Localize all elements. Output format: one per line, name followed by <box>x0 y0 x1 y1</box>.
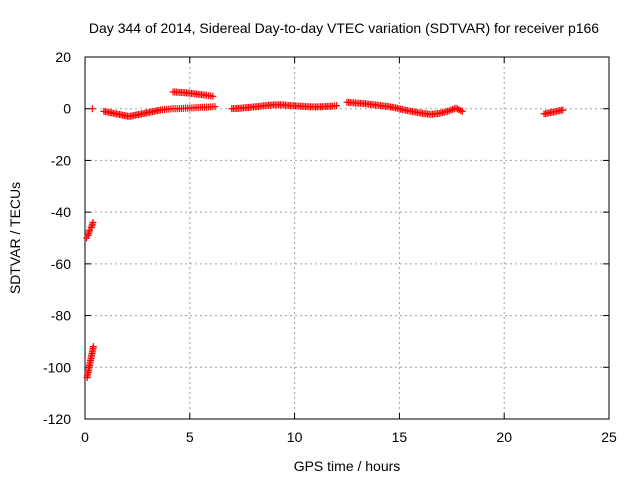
x-tick-label: 25 <box>601 429 617 445</box>
x-axis-label: GPS time / hours <box>294 458 401 474</box>
x-tick-label: 15 <box>392 429 408 445</box>
x-tick-label: 0 <box>81 429 89 445</box>
data-point-fill <box>445 107 453 115</box>
chart-title: Day 344 of 2014, Sidereal Day-to-day VTE… <box>89 20 599 36</box>
data-point <box>458 107 466 115</box>
data-point <box>209 92 217 100</box>
data-point <box>89 343 97 351</box>
data-point <box>89 218 97 226</box>
data-point <box>559 106 567 114</box>
ticks <box>84 56 610 420</box>
y-tick-label: -120 <box>43 411 71 427</box>
y-tick-label: -40 <box>51 204 71 220</box>
y-tick-label: -80 <box>51 308 71 324</box>
y-tick-label: 20 <box>55 49 71 65</box>
data-point <box>211 103 219 111</box>
x-tick-labels: 0 5 10 15 20 25 <box>81 429 617 445</box>
x-tick-label: 20 <box>496 429 512 445</box>
y-tick-labels: -120 -100 -80 -60 -40 -20 0 20 <box>43 49 71 427</box>
y-tick-label: 0 <box>63 101 71 117</box>
y-tick-label: -100 <box>43 359 71 375</box>
y-axis-label: SDTVAR / TECUs <box>7 182 23 294</box>
data-point-fill <box>447 106 455 114</box>
y-tick-label: -20 <box>51 152 71 168</box>
data-point <box>333 102 341 110</box>
data-point-fill <box>454 105 462 113</box>
x-tick-label: 5 <box>186 429 194 445</box>
data-point-fill <box>455 106 463 114</box>
grid <box>85 57 609 419</box>
x-tick-label: 10 <box>287 429 303 445</box>
data-point <box>88 105 96 113</box>
data-point-fill <box>457 107 465 115</box>
data-point <box>452 104 460 112</box>
data-points <box>83 88 567 382</box>
data-point <box>444 107 452 115</box>
y-tick-label: -60 <box>51 256 71 272</box>
